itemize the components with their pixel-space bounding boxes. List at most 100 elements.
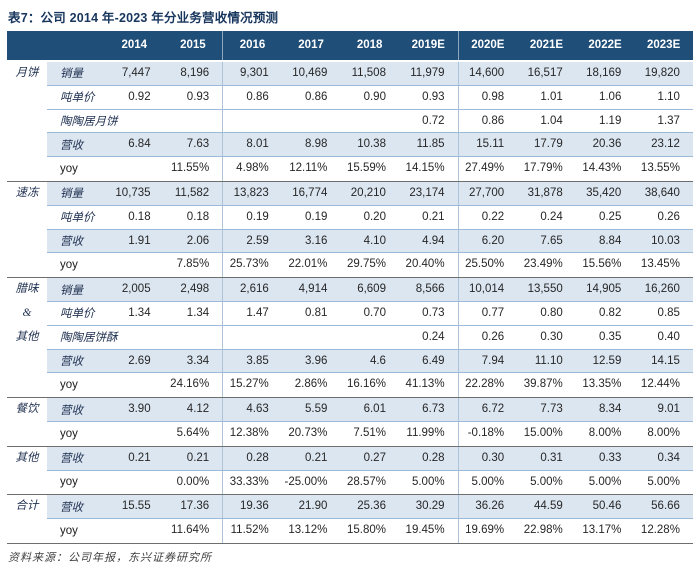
row-label: 吨单价 bbox=[60, 308, 95, 321]
data-cell: 17.36 bbox=[164, 495, 224, 519]
data-cell: 9,301 bbox=[240, 67, 269, 79]
data-cell: 25.73% bbox=[229, 258, 269, 271]
table-row: 营收 6.84 7.63 8.01 8.98 10.38 11.85 15.11 17.79 20… bbox=[47, 133, 693, 158]
data-cell: 8,566 bbox=[399, 278, 459, 301]
table-title: 表7：公司 2014 年-2023 年分业务营收情况预测 bbox=[8, 11, 279, 25]
data-cell: 10,014 bbox=[468, 283, 505, 296]
data-cell: 3.96 bbox=[304, 354, 328, 367]
data-cell: 0.19 bbox=[304, 210, 328, 223]
row-label: 销量 bbox=[60, 284, 83, 297]
data-cell bbox=[164, 325, 224, 349]
data-cell: 5.64% bbox=[164, 421, 224, 446]
data-cell: 3.16 bbox=[304, 234, 328, 247]
data-cell: 11,979 bbox=[399, 62, 459, 85]
data-cell bbox=[105, 253, 164, 277]
data-cell: 39.87% bbox=[523, 378, 563, 391]
data-cell: 0.34 bbox=[657, 451, 680, 464]
table-row: yoy 24.16% 15.27% 2.86% 16.16% 41.13% 22.28% 39… bbox=[47, 373, 693, 398]
header-corner-cell bbox=[7, 31, 105, 60]
data-cell: 0.30 bbox=[481, 451, 505, 464]
year-header: 2020E bbox=[471, 39, 505, 51]
table-row: 营收 0.21 0.21 0.28 0.21 0.27 0.28 0.30 0.31 0.33 0.… bbox=[47, 446, 693, 471]
data-cell: 33.33% bbox=[229, 475, 269, 488]
row-label: 销量 bbox=[60, 188, 83, 201]
data-cell: 0.35 bbox=[598, 330, 622, 343]
data-cell: 6.73 bbox=[399, 398, 459, 421]
data-cell: 7,447 bbox=[121, 67, 151, 79]
group-label: 合计 bbox=[15, 500, 39, 513]
data-cell: 0.85 bbox=[657, 306, 680, 319]
row-label: 陶陶居饼酥 bbox=[60, 332, 118, 345]
data-cell: 4.63 bbox=[246, 403, 269, 416]
data-cell: 4.10 bbox=[363, 234, 386, 247]
data-cell: 13,823 bbox=[233, 186, 269, 199]
group-label: 其他 bbox=[15, 451, 39, 464]
year-header: 2015 bbox=[164, 31, 224, 60]
data-cell: 10.38 bbox=[357, 138, 386, 151]
data-cell: 41.13% bbox=[399, 373, 459, 398]
data-cell: 30.29 bbox=[399, 495, 459, 519]
group-label: 餐饮 bbox=[15, 403, 39, 416]
data-cell: 2.06 bbox=[164, 229, 224, 253]
data-cell: 7.85% bbox=[164, 253, 224, 278]
row-label: yoy bbox=[60, 525, 78, 538]
row-label: 营收 bbox=[60, 453, 83, 466]
data-cell: 0.86 bbox=[304, 90, 328, 103]
data-cell: 13.35% bbox=[582, 378, 622, 391]
data-cell: 17.79% bbox=[523, 162, 563, 175]
data-cell: 56.66 bbox=[651, 500, 680, 513]
data-cell: 2.69 bbox=[128, 354, 151, 367]
data-cell bbox=[164, 109, 224, 133]
table-row: 吨单价 0.92 0.93 0.86 0.86 0.90 0.93 0.98 1.01 1.06 1… bbox=[47, 85, 693, 110]
table-row: yoy 11.55% 4.98% 12.11% 15.59% 14.15% 27.49% 17… bbox=[47, 157, 693, 181]
data-cell: 15.00% bbox=[523, 426, 563, 439]
data-cell: 4.12 bbox=[164, 398, 224, 421]
table-body: 月饼 销量 7,447 8,196 9,301 10,469 11,508 11,979 14,… bbox=[7, 62, 693, 544]
row-label: yoy bbox=[60, 259, 78, 272]
table-row: 营收 3.90 4.12 4.63 5.59 6.01 6.73 6.72 7.73 8.34 9.… bbox=[47, 398, 693, 422]
table-row: yoy 11.64% 11.52% 13.12% 15.80% 19.45% 19.69% 2… bbox=[47, 519, 693, 543]
data-cell: 0.30 bbox=[540, 330, 563, 343]
data-cell: 38,640 bbox=[644, 186, 680, 199]
data-cell: 15.55 bbox=[121, 500, 151, 513]
data-cell: 0.82 bbox=[598, 306, 622, 319]
data-cell: 24.16% bbox=[164, 373, 224, 398]
row-label: yoy bbox=[60, 379, 78, 392]
data-cell: 35,420 bbox=[586, 186, 622, 199]
data-cell: 7.51% bbox=[353, 426, 386, 439]
data-cell: 0.93 bbox=[164, 85, 224, 109]
data-cell: 11.64% bbox=[164, 519, 224, 543]
data-cell: 7.94 bbox=[481, 354, 505, 367]
table-group: 腊味 & 其他 销量 2,005 2,498 2,616 4,914 6,609 8,566 1… bbox=[7, 278, 693, 399]
data-cell: 15.59% bbox=[346, 162, 386, 175]
data-cell: 19.36 bbox=[240, 500, 269, 513]
data-cell: 15.11 bbox=[476, 138, 505, 151]
data-cell: 1.01 bbox=[540, 90, 563, 103]
data-cell: 0.25 bbox=[598, 210, 622, 223]
table-row: 营收 1.91 2.06 2.59 3.16 4.10 4.94 6.20 7.65 8.84 10… bbox=[47, 229, 693, 254]
data-cell: 0.21 bbox=[164, 446, 224, 470]
data-cell: 3.90 bbox=[128, 403, 151, 416]
data-cell bbox=[340, 110, 399, 133]
row-label: yoy bbox=[60, 427, 78, 440]
data-cell: 0.86 bbox=[481, 114, 505, 127]
group-rows: 营收 0.21 0.21 0.28 0.21 0.27 0.28 0.30 0.31 0.33 0.… bbox=[47, 446, 693, 495]
data-cell: 0.27 bbox=[363, 451, 386, 464]
data-cell: 4.98% bbox=[236, 162, 269, 175]
data-cell bbox=[340, 326, 399, 349]
data-cell: 0.24 bbox=[540, 210, 563, 223]
data-cell: 22.01% bbox=[288, 258, 328, 271]
data-cell: 16,517 bbox=[527, 67, 563, 79]
table-row: 营收 2.69 3.34 3.85 3.96 4.6 6.49 7.94 11.10 12.59 1… bbox=[47, 349, 693, 374]
table-row: 吨单价 0.18 0.18 0.19 0.19 0.20 0.21 0.22 0.24 0.25 0… bbox=[47, 205, 693, 230]
data-cell: 1.10 bbox=[657, 90, 680, 103]
data-cell: 5.00% bbox=[399, 470, 459, 495]
data-cell: 25.50% bbox=[465, 258, 505, 271]
data-cell: 16.16% bbox=[346, 378, 386, 391]
group-label: 腊味 & 其他 bbox=[15, 283, 39, 343]
row-label: 营收 bbox=[60, 404, 83, 417]
data-cell bbox=[282, 110, 341, 133]
data-cell: 8.84 bbox=[598, 234, 622, 247]
data-cell: 4.94 bbox=[399, 229, 459, 253]
data-cell: 0.90 bbox=[363, 90, 386, 103]
